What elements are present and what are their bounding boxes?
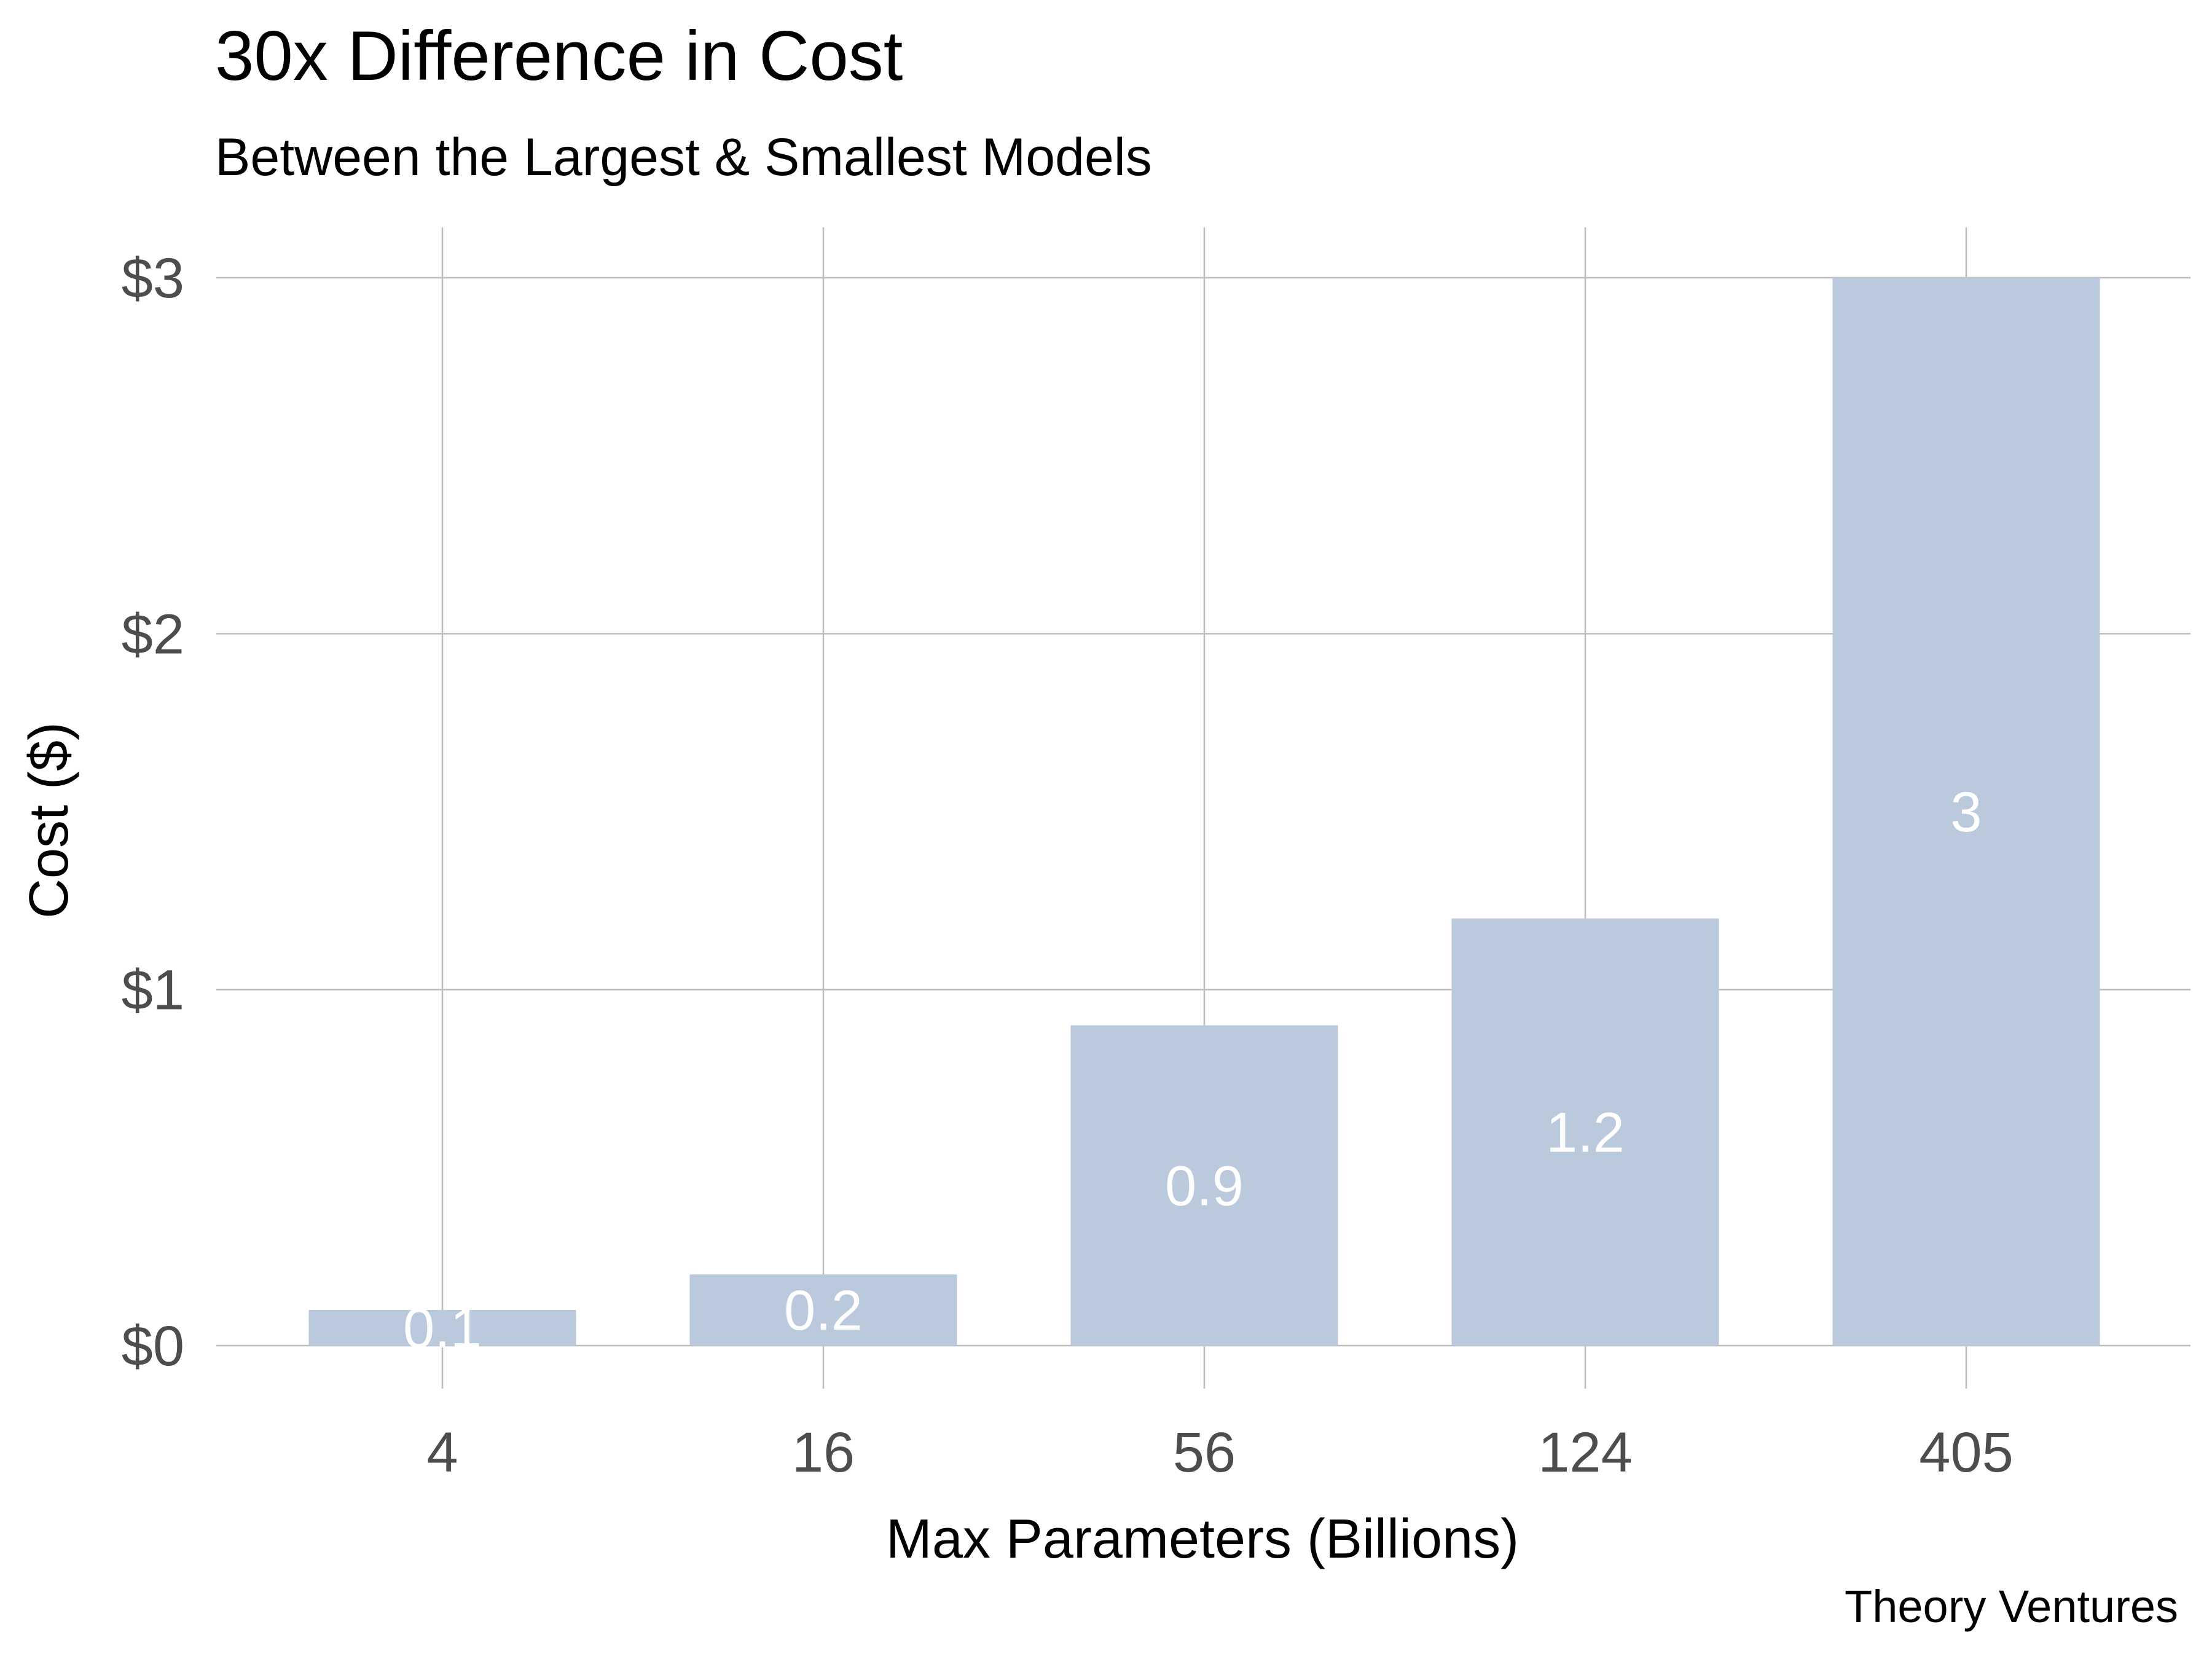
chart-title: 30x Difference in Cost: [215, 17, 903, 95]
bars: [308, 278, 2100, 1346]
bar: [1832, 278, 2100, 1346]
bar-data-label: 3: [1950, 781, 1982, 844]
bar-data-label: 0.9: [1165, 1155, 1244, 1217]
chart-caption: Theory Ventures: [1845, 1581, 2178, 1632]
y-tick-label: $2: [122, 603, 184, 665]
y-axis-title: Cost ($): [18, 722, 80, 919]
x-tick-label: 405: [1919, 1421, 2014, 1484]
bar: [1070, 1025, 1338, 1346]
chart-subtitle: Between the Largest & Smallest Models: [215, 128, 1152, 187]
y-tick-label: $0: [122, 1315, 184, 1378]
x-tick-label: 124: [1538, 1421, 1633, 1484]
x-tick-label: 16: [792, 1421, 855, 1484]
bar: [689, 1274, 957, 1346]
bar-data-label: 0.2: [784, 1279, 863, 1342]
bar-data-label: 1.2: [1546, 1101, 1625, 1164]
bar-data-labels: 0.1 0.2 0.9 1.2 3: [403, 781, 1982, 1360]
x-tick-label: 56: [1173, 1421, 1236, 1484]
bar: [308, 1310, 576, 1346]
bar-data-label: 0.1: [403, 1297, 482, 1360]
bar: [1451, 918, 1719, 1346]
y-axis-ticks: $0 $1 $2 $3: [122, 247, 184, 1378]
x-tick-label: 4: [426, 1421, 458, 1484]
y-tick-label: $1: [122, 959, 184, 1022]
y-tick-label: $3: [122, 247, 184, 310]
x-axis-title: Max Parameters (Billions): [886, 1508, 1519, 1570]
x-axis-ticks: 4 16 56 124 405: [426, 1421, 2013, 1484]
